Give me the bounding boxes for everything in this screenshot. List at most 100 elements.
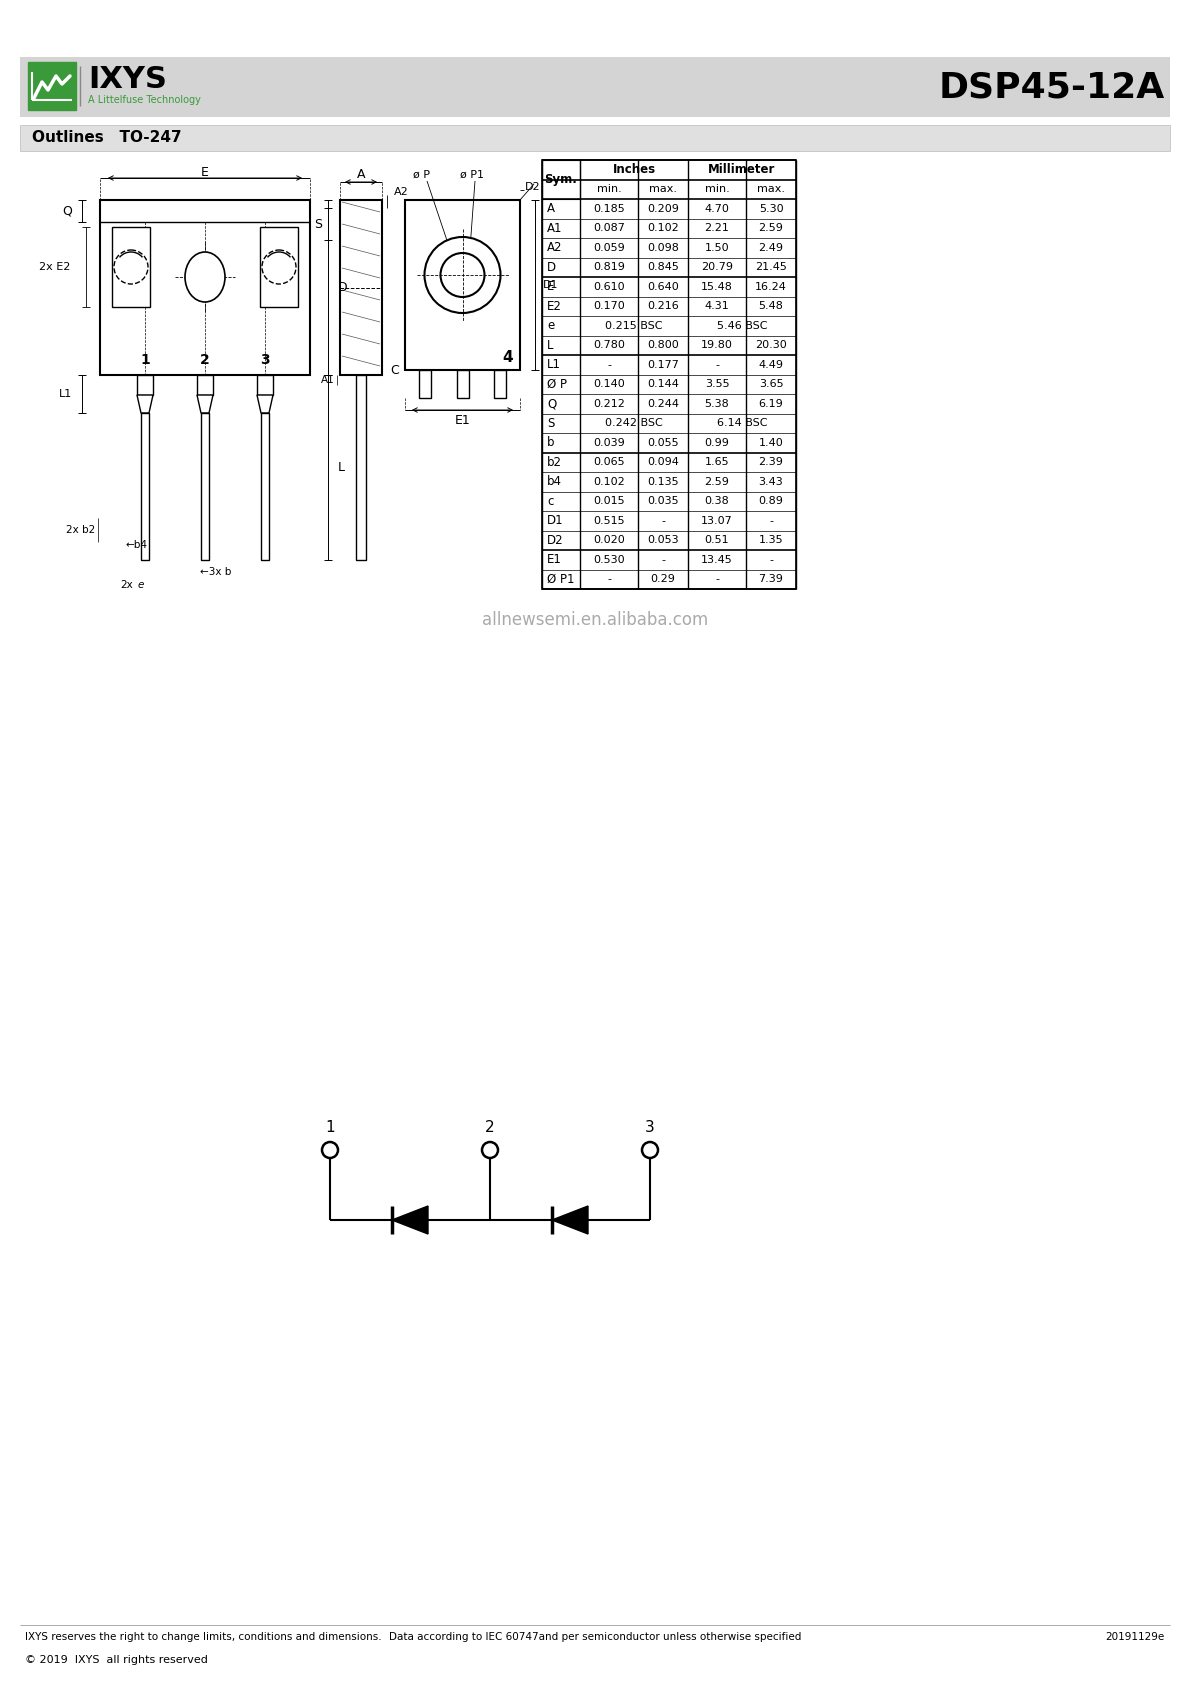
Circle shape [322, 1142, 338, 1159]
Text: -: - [769, 515, 774, 525]
Text: -: - [607, 574, 610, 584]
Text: ø P1: ø P1 [461, 170, 484, 180]
Polygon shape [257, 396, 273, 413]
Bar [541, 160, 796, 589]
Text: 2x b2: 2x b2 [65, 525, 95, 536]
Text: 0.212: 0.212 [593, 399, 625, 409]
Text: e: e [138, 579, 144, 589]
Bar [137, 376, 154, 396]
Text: DSP45-12A: DSP45-12A [939, 71, 1165, 104]
Text: max.: max. [757, 184, 785, 194]
Text: -: - [715, 574, 719, 584]
Text: ø P: ø P [413, 170, 430, 180]
Text: 0.102: 0.102 [647, 224, 678, 234]
Text: 0.244: 0.244 [647, 399, 679, 409]
Bar [112, 227, 150, 306]
Text: c: c [547, 495, 553, 509]
Text: 7.39: 7.39 [758, 574, 783, 584]
Circle shape [114, 249, 148, 285]
Text: 0.780: 0.780 [593, 340, 625, 350]
Text: -: - [660, 515, 665, 525]
Text: 21.45: 21.45 [756, 263, 787, 273]
Circle shape [425, 237, 501, 313]
Text: 15.48: 15.48 [701, 281, 733, 291]
Text: 2.59: 2.59 [704, 477, 729, 487]
Text: 13.45: 13.45 [701, 554, 733, 564]
Text: 2.49: 2.49 [758, 242, 783, 253]
Text: Q: Q [62, 204, 73, 217]
Bar [100, 200, 311, 376]
Text: 0.215 BSC: 0.215 BSC [606, 320, 663, 330]
Text: 0.177: 0.177 [647, 360, 679, 370]
Text: D2: D2 [547, 534, 564, 547]
Text: 0.053: 0.053 [647, 536, 678, 546]
Text: A1: A1 [547, 222, 563, 234]
Bar [419, 370, 431, 397]
Text: 0.144: 0.144 [647, 379, 679, 389]
Text: A Littelfuse Technology: A Littelfuse Technology [88, 94, 201, 104]
Ellipse shape [184, 253, 225, 301]
Text: Ø P1: Ø P1 [547, 573, 575, 586]
Text: 20191129e: 20191129e [1106, 1632, 1165, 1642]
Text: 3.55: 3.55 [704, 379, 729, 389]
Text: b4: b4 [547, 475, 562, 488]
Text: E1: E1 [547, 554, 562, 566]
Bar [259, 227, 298, 306]
Text: 0.99: 0.99 [704, 438, 729, 448]
Text: 3.65: 3.65 [759, 379, 783, 389]
Text: 1.35: 1.35 [759, 536, 783, 546]
Text: L: L [547, 338, 553, 352]
Text: L: L [338, 461, 345, 473]
Text: 5.46 BSC: 5.46 BSC [716, 320, 768, 330]
Bar [201, 413, 209, 561]
Text: 5.30: 5.30 [759, 204, 783, 214]
Bar [494, 370, 506, 397]
Text: 5.38: 5.38 [704, 399, 729, 409]
Text: 4.49: 4.49 [758, 360, 783, 370]
Bar [405, 200, 520, 370]
Circle shape [262, 249, 296, 285]
Bar [140, 413, 149, 561]
Text: 1: 1 [325, 1120, 334, 1135]
Text: Data according to IEC 60747and per semiconductor unless otherwise specified: Data according to IEC 60747and per semic… [389, 1632, 801, 1642]
Text: 13.07: 13.07 [701, 515, 733, 525]
Text: IXYS reserves the right to change limits, conditions and dimensions.: IXYS reserves the right to change limits… [25, 1632, 382, 1642]
Circle shape [440, 253, 484, 296]
Text: 2x E2: 2x E2 [38, 263, 70, 273]
Text: D2: D2 [525, 182, 540, 192]
Text: 0.102: 0.102 [593, 477, 625, 487]
Text: E1: E1 [455, 414, 470, 426]
Text: 0.38: 0.38 [704, 497, 729, 507]
Text: 2.59: 2.59 [758, 224, 783, 234]
Text: 0.29: 0.29 [651, 574, 676, 584]
Text: © 2019  IXYS  all rights reserved: © 2019 IXYS all rights reserved [25, 1655, 208, 1665]
Text: b: b [547, 436, 555, 450]
Text: 0.845: 0.845 [647, 263, 679, 273]
Text: 1.40: 1.40 [759, 438, 783, 448]
Text: 1.65: 1.65 [704, 458, 729, 466]
Polygon shape [198, 396, 213, 413]
Text: 0.140: 0.140 [593, 379, 625, 389]
Text: 0.216: 0.216 [647, 301, 678, 312]
Text: Millimeter: Millimeter [708, 163, 776, 177]
Text: 0.610: 0.610 [593, 281, 625, 291]
Text: A: A [547, 202, 555, 216]
Text: 0.170: 0.170 [593, 301, 625, 312]
Text: 0.087: 0.087 [593, 224, 625, 234]
Text: D: D [547, 261, 556, 274]
Text: Inches: Inches [613, 163, 656, 177]
Text: 1.50: 1.50 [704, 242, 729, 253]
Bar [541, 160, 580, 199]
Text: 3: 3 [261, 354, 270, 367]
Text: D1: D1 [543, 280, 558, 290]
Text: 3: 3 [645, 1120, 654, 1135]
Polygon shape [137, 396, 154, 413]
Bar [356, 376, 367, 561]
Text: A2: A2 [547, 241, 563, 254]
Text: S: S [314, 217, 322, 231]
Text: L1: L1 [547, 359, 560, 370]
Text: 1: 1 [140, 354, 150, 367]
Text: ←b4: ←b4 [125, 541, 148, 551]
Text: S: S [547, 416, 555, 429]
Text: 0.209: 0.209 [647, 204, 679, 214]
